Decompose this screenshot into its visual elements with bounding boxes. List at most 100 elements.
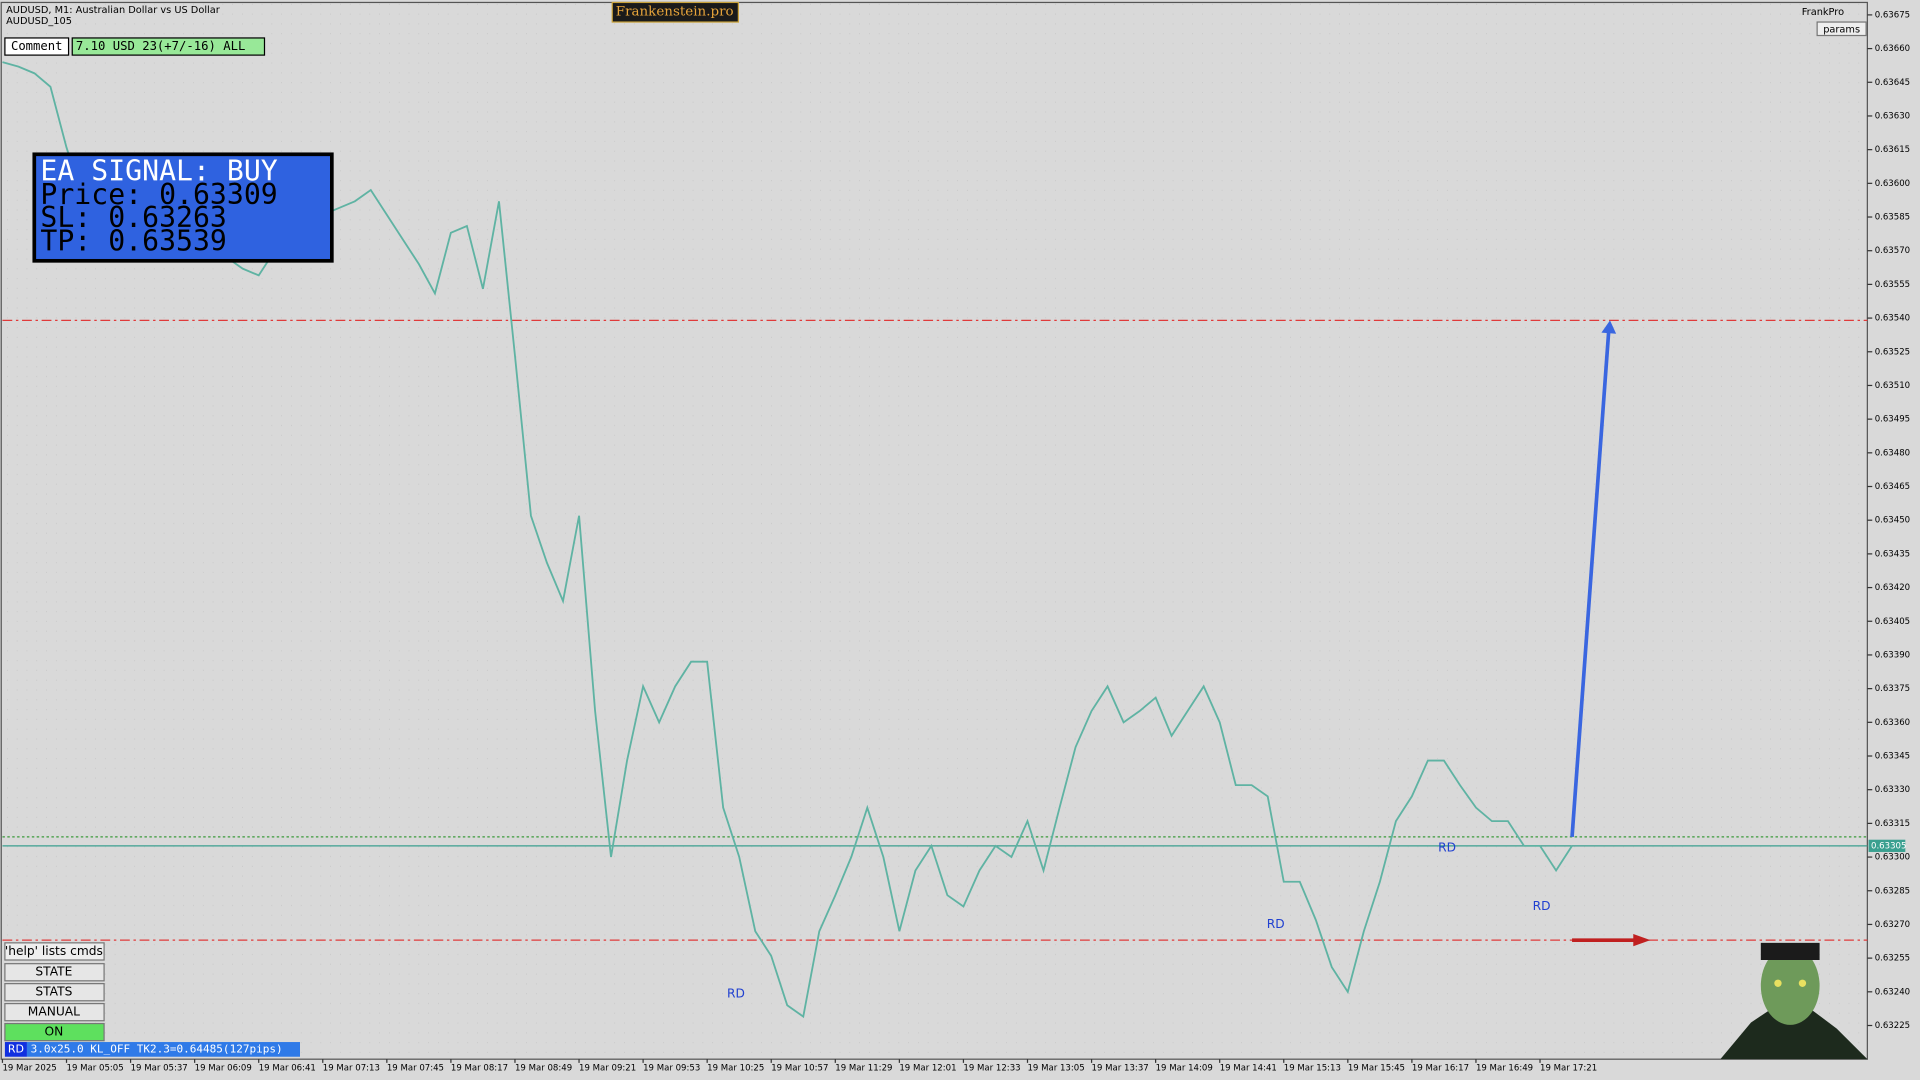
x-tick-label: 19 Mar 15:13	[1284, 1063, 1341, 1073]
pattern-label: RD	[1533, 899, 1551, 913]
x-tick-label: 19 Mar 10:25	[707, 1063, 764, 1073]
y-tick-label: 0.63315	[1875, 819, 1910, 829]
y-tick-label: 0.63630	[1875, 111, 1910, 121]
symbol: AUDUSD, M1: Australian Dollar vs US Doll…	[6, 5, 221, 16]
pattern-label: RD	[1267, 917, 1285, 931]
y-tick-label: 0.63645	[1875, 78, 1910, 88]
x-tick-label: 19 Mar 11:29	[835, 1063, 892, 1073]
x-tick-label: 19 Mar 14:09	[1156, 1063, 1213, 1073]
current-price-label: 0.63305	[1871, 841, 1906, 851]
x-tick-label: 19 Mar 07:45	[387, 1063, 444, 1073]
pattern-label: RD	[1438, 841, 1456, 855]
x-tick-label: 19 Mar 17:21	[1540, 1063, 1597, 1073]
x-tick-label: 19 Mar 13:37	[1092, 1063, 1149, 1073]
button-label[interactable]: STATE	[35, 965, 72, 979]
x-tick-label: 19 Mar 08:49	[515, 1063, 572, 1073]
tp-arrow-head	[1601, 320, 1617, 334]
y-tick-label: 0.63360	[1875, 718, 1910, 728]
comment-value: 7.10 USD 23(+7/-16) ALL	[76, 39, 245, 53]
button[interactable]	[4, 963, 105, 982]
y-tick-label: 0.63615	[1875, 145, 1910, 155]
y-tick-label: 0.63420	[1875, 583, 1910, 593]
y-tick-label: 0.63600	[1875, 179, 1910, 189]
y-tick-label: 0.63255	[1875, 954, 1910, 964]
signal-title: EA SIGNAL: BUY	[40, 155, 277, 188]
button-label[interactable]: MANUAL	[28, 1005, 80, 1019]
brand-box	[611, 1, 739, 23]
current-price-box	[1868, 839, 1906, 852]
sl-arrow-head	[1633, 934, 1651, 947]
x-tick-label: 19 Mar 09:53	[643, 1063, 700, 1073]
y-tick-label: 0.63330	[1875, 785, 1910, 795]
x-tick-label: 19 Mar 15:45	[1348, 1063, 1405, 1073]
y-tick-label: 0.63225	[1875, 1021, 1910, 1031]
x-tick-label: 19 Mar 06:09	[195, 1063, 252, 1073]
marks: 0.63225 0.63240 0.63255 0.63270 0.63285 0.633…	[1, 10, 1910, 1073]
x-tick-label: 19 Mar 2025	[2, 1063, 56, 1073]
params[interactable]: params	[1823, 24, 1860, 35]
mascot	[1720, 942, 1868, 1060]
y-tick-label: 0.63450	[1875, 516, 1910, 526]
comment-label-box	[4, 37, 70, 56]
x-tick-label: 19 Mar 05:37	[131, 1063, 188, 1073]
signal-price: Price: 0.63309	[40, 178, 277, 211]
y-tick-label: 0.63555	[1875, 280, 1910, 290]
y-tick-label: 0.63345	[1875, 752, 1910, 762]
button[interactable]	[4, 1002, 105, 1022]
x-tick-label: 19 Mar 14:41	[1220, 1063, 1277, 1073]
y-tick-label: 0.63390	[1875, 650, 1910, 660]
x-tick-label: 19 Mar 06:41	[259, 1063, 316, 1073]
y-tick-label: 0.63375	[1875, 684, 1910, 694]
y-tick-label: 0.63480	[1875, 448, 1910, 458]
y-tick-label: 0.63495	[1875, 415, 1910, 425]
x-tick-label: 19 Mar 13:05	[1027, 1063, 1084, 1073]
y-tick-label: 0.63435	[1875, 549, 1910, 559]
y-tick-label: 0.63675	[1875, 10, 1910, 20]
price-line	[2, 61, 1573, 1019]
help-box[interactable]	[4, 942, 105, 961]
status-tag: RD	[8, 1042, 24, 1055]
x-tick-label: 19 Mar 10:57	[771, 1063, 828, 1073]
y-tick-label: 0.63660	[1875, 44, 1910, 54]
help[interactable]: 'help' lists cmds	[5, 944, 103, 958]
button[interactable]	[4, 983, 105, 1002]
button[interactable]	[4, 1022, 105, 1042]
x-tick-label: 19 Mar 08:17	[451, 1063, 508, 1073]
y-tick-label: 0.63585	[1875, 213, 1910, 223]
x-tick-label: 19 Mar 05:05	[67, 1063, 124, 1073]
y-tick-label: 0.63540	[1875, 314, 1910, 324]
signal-sl: SL: 0.63263	[40, 201, 226, 234]
plot-frame	[0, 1, 1868, 1060]
x-tick-label: 19 Mar 16:49	[1476, 1063, 1533, 1073]
signal-tp: TP: 0.63539	[40, 224, 226, 257]
y-tick-label: 0.63240	[1875, 987, 1910, 997]
button-label[interactable]: ON	[44, 1025, 63, 1039]
x-tick-label: 19 Mar 16:17	[1412, 1063, 1469, 1073]
button-label[interactable]: STATS	[35, 985, 72, 999]
y-tick-label: 0.63405	[1875, 617, 1910, 627]
comment-label: Comment	[11, 39, 63, 53]
pattern-label: RD	[727, 987, 745, 1001]
x-tick-label: 19 Mar 12:33	[963, 1063, 1020, 1073]
y-tick-label: 0.63570	[1875, 246, 1910, 256]
brand: Frankenstein.pro	[616, 5, 734, 20]
x-tick-label: 19 Mar 07:13	[323, 1063, 380, 1073]
y-tick-label: 0.63525	[1875, 347, 1910, 357]
buttons: STATE STATS MANUAL ON	[4, 963, 105, 1042]
y-tick-label: 0.63300	[1875, 853, 1910, 863]
signal-box	[32, 152, 334, 263]
y-tick-label: 0.63285	[1875, 886, 1910, 896]
y-tick-label: 0.63510	[1875, 381, 1910, 391]
y-tick-label: 0.63270	[1875, 920, 1910, 930]
comment-value-box	[71, 37, 266, 56]
status-text: 3.0x25.0 KL_OFF TK2.3=0.64485(127pips)	[31, 1042, 283, 1055]
x-tick-label: 19 Mar 09:21	[579, 1063, 636, 1073]
params-box[interactable]	[1816, 21, 1867, 37]
account: FrankPro	[1802, 7, 1844, 18]
y-tick-label: 0.63465	[1875, 482, 1910, 492]
tp-arrow	[1570, 329, 1611, 837]
x-tick-label: 19 Mar 12:01	[899, 1063, 956, 1073]
subtitle: AUDUSD_105	[6, 16, 72, 27]
